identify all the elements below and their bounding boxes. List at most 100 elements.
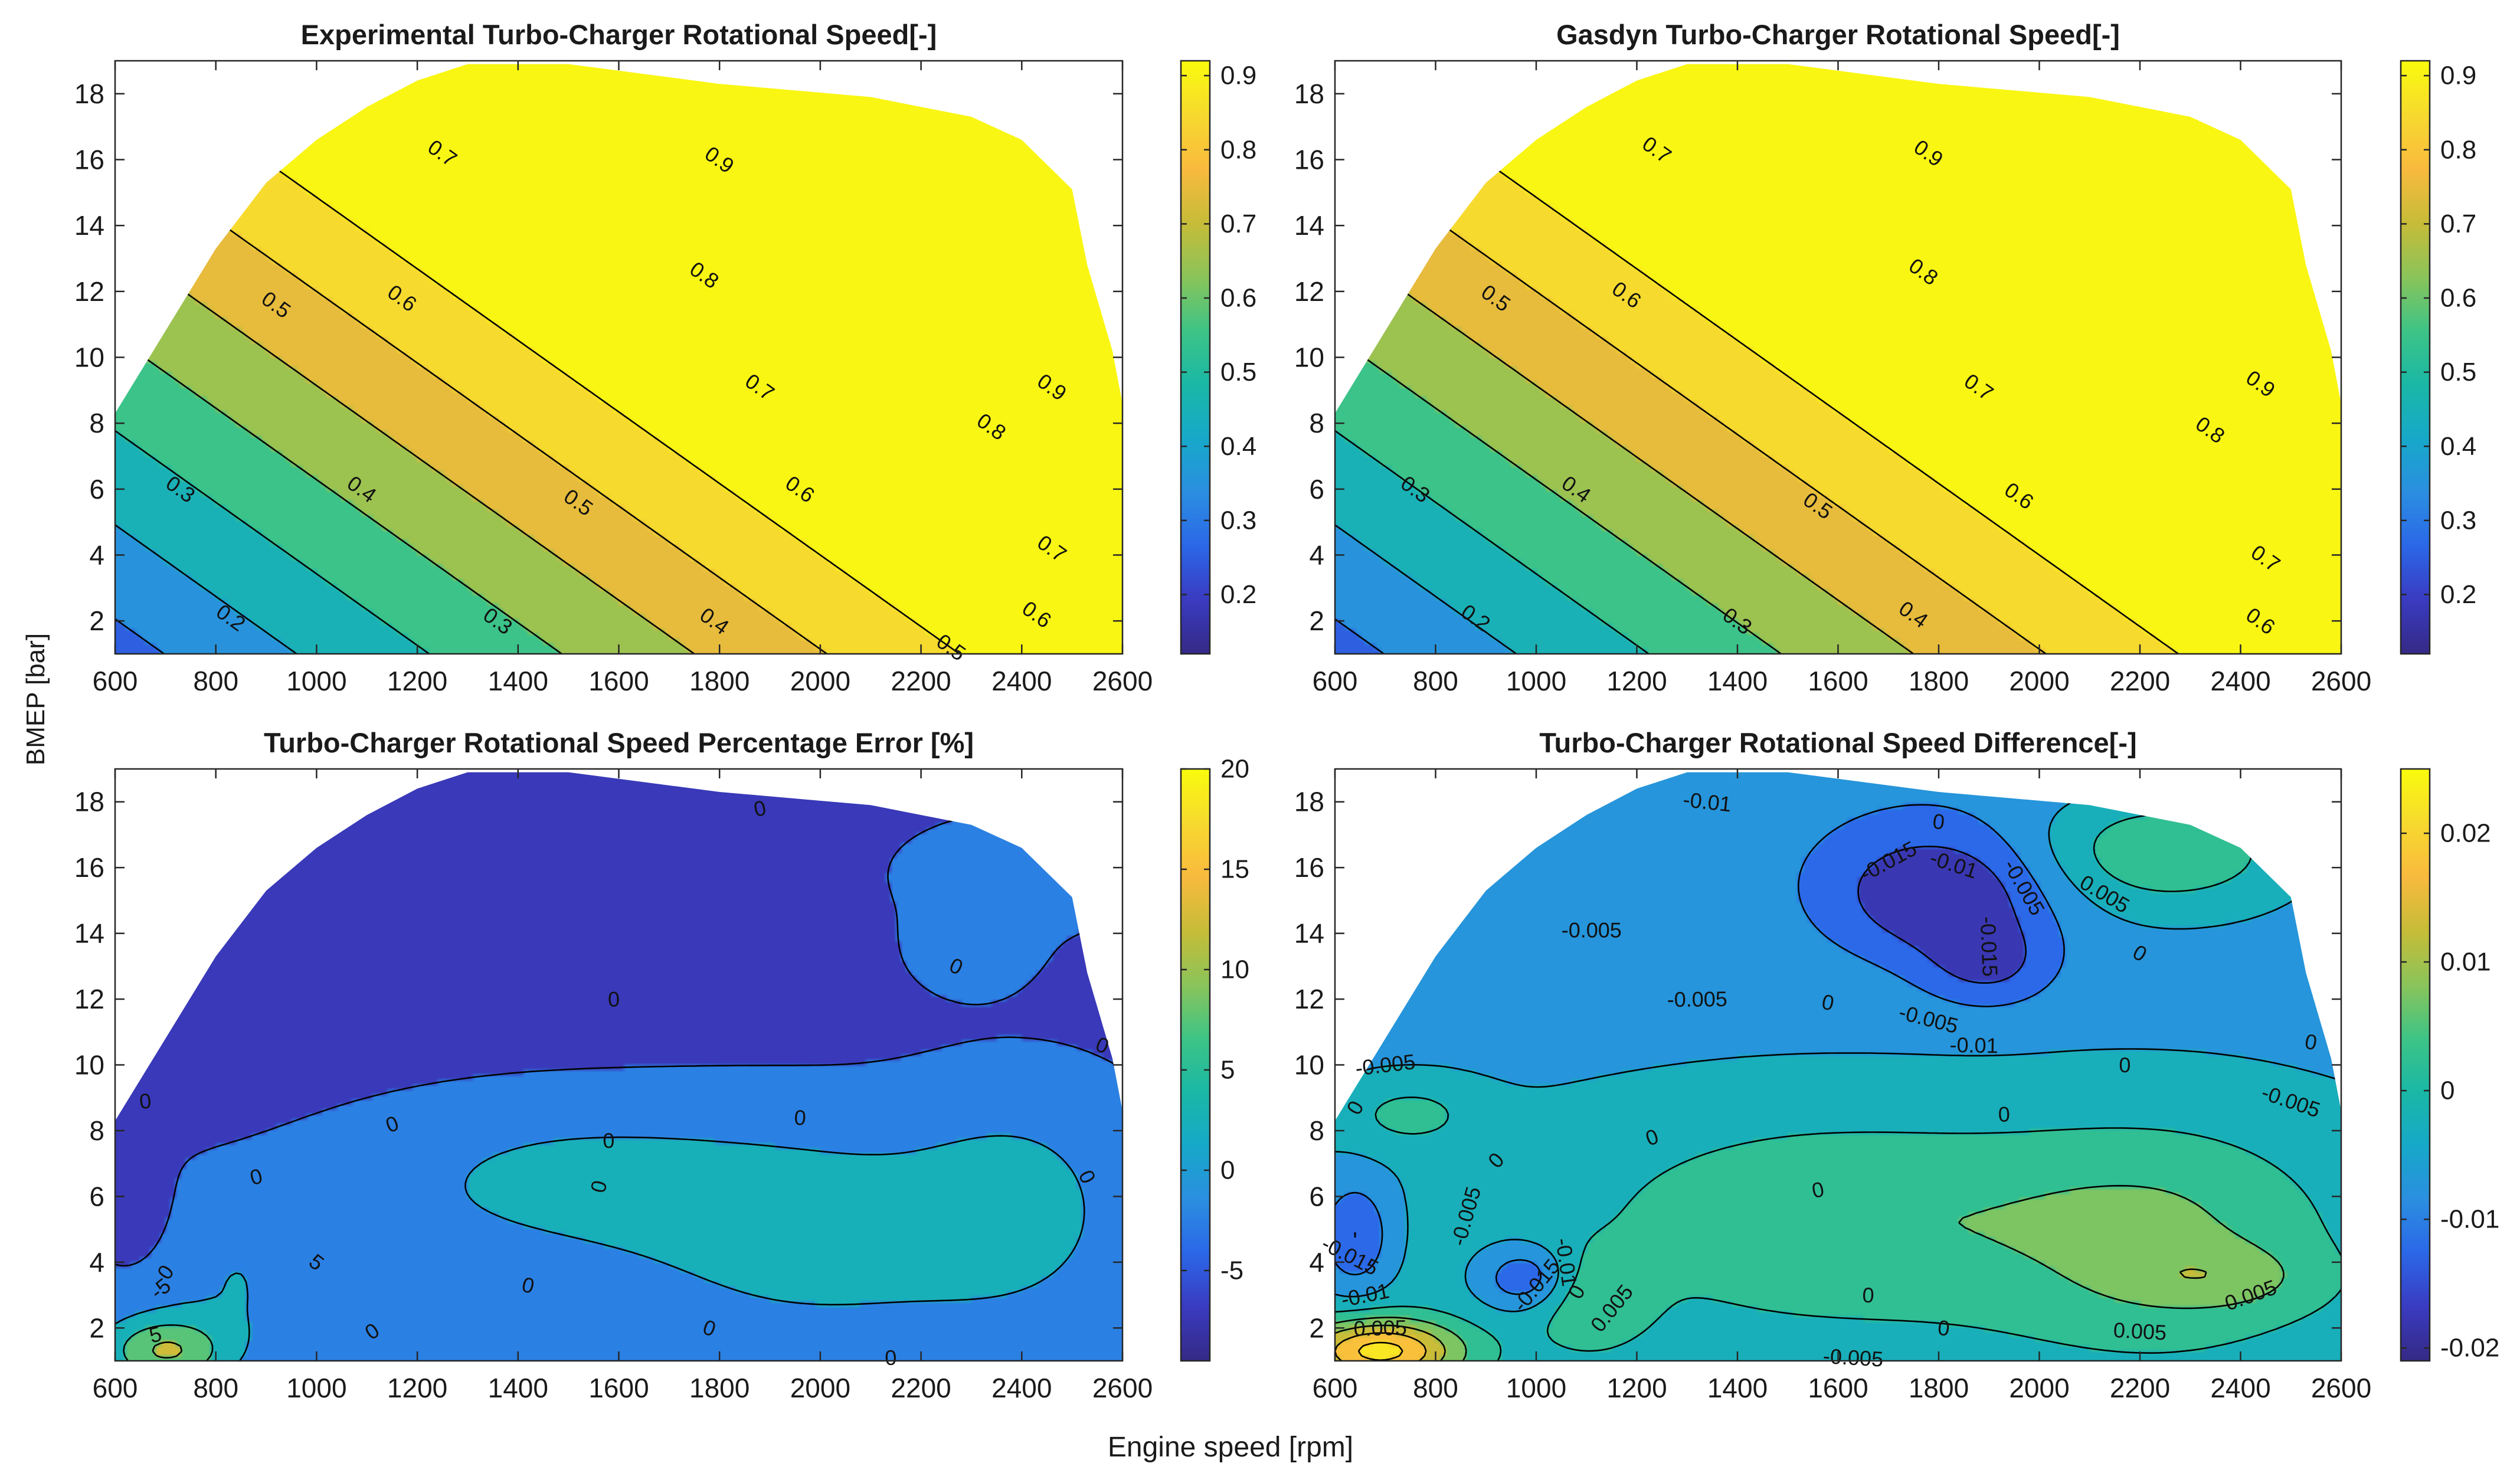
colorbar-tick-label: 20 bbox=[1220, 755, 1249, 784]
x-tick-label: 1200 bbox=[1606, 1373, 1667, 1403]
x-tick-label: 2200 bbox=[891, 1373, 951, 1403]
colorbar-tick-label: 5 bbox=[1220, 1056, 1235, 1085]
y-tick-label: 12 bbox=[1294, 276, 1324, 307]
contour-line-0 bbox=[1335, 813, 2341, 1361]
contour-label: 0 bbox=[1998, 1102, 2010, 1127]
y-tick-label: 8 bbox=[89, 408, 104, 438]
contour-label: -0.005 bbox=[1667, 987, 1728, 1011]
y-tick-label: 12 bbox=[1294, 984, 1324, 1014]
panel-2: 0.20.30.30.40.40.50.50.60.60.60.70.70.70… bbox=[1294, 19, 2476, 696]
colorbar-tick-label: 0.3 bbox=[2440, 506, 2476, 535]
panel-title: Experimental Turbo-Charger Rotational Sp… bbox=[301, 19, 937, 50]
colorbar-tick-label: 0.8 bbox=[2440, 135, 2476, 164]
y-tick-label: 14 bbox=[1294, 918, 1324, 949]
x-tick-label: 2400 bbox=[2210, 1373, 2270, 1403]
contour-label: 0 bbox=[794, 1105, 807, 1130]
colorbar-tick-label: -0.02 bbox=[2440, 1334, 2499, 1363]
x-tick-label: 600 bbox=[93, 666, 138, 696]
colorbar-tick-label: 10 bbox=[1220, 955, 1249, 984]
shared-x-axis-label: Engine speed [rpm] bbox=[1108, 1432, 1353, 1463]
colorbar: -5 0 5 10 15 20 bbox=[1180, 755, 1249, 1362]
contour-fill bbox=[115, 772, 1122, 1361]
y-tick-label: 16 bbox=[1294, 145, 1324, 175]
contour-line-0.005 bbox=[1335, 1184, 2285, 1361]
panel-4: -0.01-0.015 -0.01 -0.00500.005-0.015-0.005… bbox=[1294, 727, 2499, 1403]
colorbar-tick-label: 0.5 bbox=[2440, 358, 2476, 387]
x-tick-label: 1000 bbox=[286, 1373, 346, 1403]
colorbar: 0.2 0.3 0.4 0.5 0.6 0.7 0.8 0.9 bbox=[2400, 60, 2476, 655]
x-tick-label: 1200 bbox=[1606, 666, 1667, 696]
x-tick-label: 1400 bbox=[488, 1373, 548, 1403]
x-tick-label: 2400 bbox=[991, 666, 1052, 696]
contour-label: 0 bbox=[1937, 1315, 1951, 1341]
x-tick-label: 2600 bbox=[2311, 1373, 2371, 1403]
contour-label: -0.015 bbox=[1976, 916, 2002, 977]
contour-line-0.02 bbox=[1357, 1341, 1403, 1361]
x-tick-label: 2000 bbox=[790, 666, 850, 696]
x-tick-label: 1600 bbox=[588, 666, 649, 696]
contour-label: 0 bbox=[603, 1128, 615, 1153]
x-tick-label: 2200 bbox=[2110, 1373, 2170, 1403]
y-tick-label: 18 bbox=[1294, 787, 1324, 817]
x-tick-label: 600 bbox=[1313, 1373, 1358, 1403]
colorbar-tick-label: 0.2 bbox=[1220, 580, 1256, 609]
x-tick-label: 2000 bbox=[790, 1373, 850, 1403]
y-tick-label: 18 bbox=[1294, 78, 1324, 109]
colorbar-tick-label: 0 bbox=[1220, 1156, 1235, 1185]
y-tick-label: 6 bbox=[1309, 474, 1324, 505]
contour-line-10 bbox=[152, 1341, 183, 1359]
y-tick-label: 16 bbox=[74, 852, 104, 883]
contour-label: -0.01 bbox=[1682, 787, 1733, 816]
y-tick-label: 12 bbox=[74, 276, 104, 307]
panel-title: Turbo-Charger Rotational Speed Percentag… bbox=[264, 727, 974, 758]
colorbar-tick-label: 0.4 bbox=[2440, 432, 2476, 461]
x-tick-label: 1200 bbox=[387, 666, 447, 696]
colorbar-frame bbox=[1180, 60, 1211, 655]
colorbar-tick-label: 0.7 bbox=[2440, 209, 2476, 238]
contour-line-0 bbox=[115, 1135, 1085, 1361]
contour-label: 0 bbox=[138, 1088, 152, 1114]
y-tick-label: 2 bbox=[89, 1312, 104, 1343]
y-tick-label: 14 bbox=[1294, 210, 1324, 241]
contour-label: 0 bbox=[1862, 1283, 1875, 1308]
colorbar-tick-label: 0.2 bbox=[2440, 580, 2476, 609]
x-tick-label: 1800 bbox=[1909, 666, 1969, 696]
contour-line-5 bbox=[123, 1324, 214, 1361]
y-tick-label: 6 bbox=[89, 1181, 104, 1212]
y-tick-label: 18 bbox=[74, 787, 104, 817]
contour-label: 0 bbox=[607, 987, 620, 1011]
x-tick-label: 2000 bbox=[2009, 1373, 2069, 1403]
x-tick-label: 600 bbox=[93, 1373, 138, 1403]
contour-lines bbox=[1335, 783, 2341, 1361]
y-tick-label: 4 bbox=[1309, 540, 1324, 571]
colorbar-tick-label: 0.9 bbox=[2440, 61, 2476, 90]
y-tick-label: 12 bbox=[74, 984, 104, 1014]
y-tick-label: 16 bbox=[74, 145, 104, 175]
y-tick-label: 2 bbox=[1309, 605, 1324, 636]
x-tick-label: 2600 bbox=[1092, 666, 1153, 696]
x-tick-label: 1800 bbox=[689, 666, 750, 696]
colorbar-gradient bbox=[2401, 61, 2430, 654]
colorbar-frame bbox=[2400, 768, 2431, 1362]
colorbar-tick-label: 0.9 bbox=[1220, 61, 1256, 90]
y-tick-label: 10 bbox=[1294, 1050, 1324, 1081]
x-tick-label: 800 bbox=[193, 1373, 238, 1403]
y-tick-label: 10 bbox=[74, 342, 104, 373]
x-tick-label: 2400 bbox=[2210, 666, 2270, 696]
colorbar-tick-label: 0 bbox=[2440, 1076, 2454, 1105]
x-tick-label: 1600 bbox=[1808, 1373, 1868, 1403]
colorbar-tick-label: 0.7 bbox=[1220, 209, 1256, 238]
colorbar-tick-label: 0.4 bbox=[1220, 432, 1256, 461]
y-tick-label: 16 bbox=[1294, 852, 1324, 883]
y-tick-label: 10 bbox=[74, 1050, 104, 1081]
y-tick-label: 18 bbox=[74, 78, 104, 109]
x-tick-label: 1600 bbox=[588, 1373, 649, 1403]
contour-label: 0 bbox=[1932, 809, 1946, 834]
x-tick-label: 1400 bbox=[488, 666, 548, 696]
colorbar-tick-label: 0.3 bbox=[1220, 506, 1256, 535]
contour-label: 0.005 bbox=[1353, 1315, 1407, 1341]
x-tick-label: 1800 bbox=[1909, 1373, 1969, 1403]
contour-panels: 0.20.30.30.40.40.50.50.50.60.60.60.70.70… bbox=[74, 19, 2499, 1403]
colorbar-tick-label: 0.6 bbox=[2440, 284, 2476, 313]
x-tick-label: 800 bbox=[1413, 666, 1458, 696]
